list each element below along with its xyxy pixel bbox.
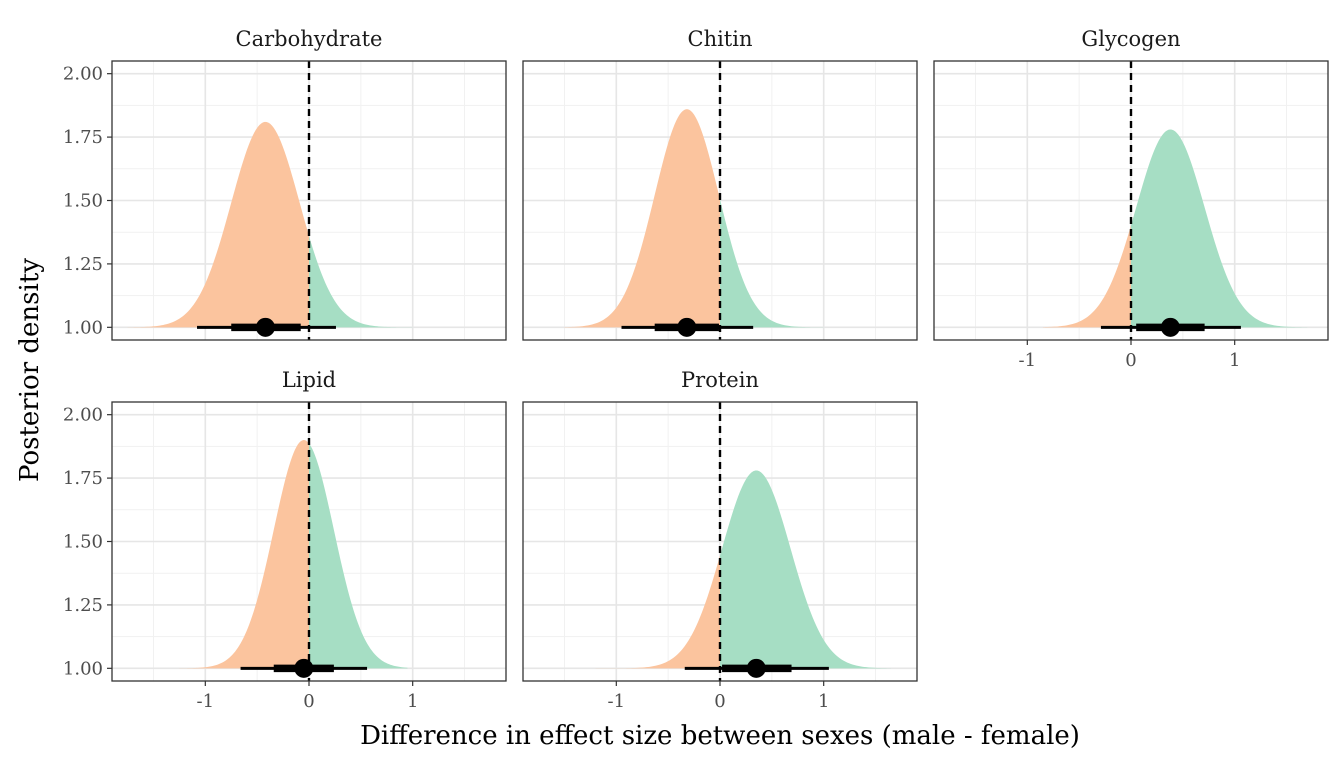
point-estimate [1160, 317, 1180, 337]
density-positive-area [720, 470, 892, 669]
x-tick-label: 1 [818, 691, 829, 712]
x-tick-label: 1 [407, 691, 418, 712]
point-estimate [255, 317, 275, 337]
panel-lipid: Lipid 1.00 1.25 1.50 1.75 2.00 -1 0 1 [63, 368, 507, 712]
density-positive-area [720, 199, 824, 328]
y-tick-label: 2.00 [63, 405, 103, 426]
strip-label-carbohydrate: Carbohydrate [236, 27, 383, 51]
y-tick-label: 1.50 [63, 191, 103, 212]
density-positive-area [309, 235, 413, 328]
y-tick-label: 1.50 [63, 532, 103, 553]
strip-label-protein: Protein [681, 368, 759, 392]
y-axis-title: Posterior density [15, 258, 45, 482]
panels: Carbohydrate 1.00 1.25 1.50 1.75 2.00 Chitin Gl… [63, 27, 1329, 712]
density-negative-area [564, 109, 720, 328]
density-negative-area [179, 440, 309, 669]
x-tick-label: 0 [714, 691, 725, 712]
y-tick-label: 1.25 [63, 595, 103, 616]
panel-carbohydrate: Carbohydrate 1.00 1.25 1.50 1.75 2.00 [63, 27, 507, 341]
density-negative-area [1042, 225, 1131, 328]
y-tick-label: 1.00 [63, 317, 103, 338]
x-tick-label: 0 [1125, 350, 1136, 371]
x-tick-label: -1 [1019, 350, 1037, 371]
panel-border [522, 60, 918, 341]
strip-label-lipid: Lipid [282, 368, 336, 392]
panel-chitin: Chitin [522, 27, 918, 341]
panel-glycogen: Glycogen -1 0 1 [933, 27, 1329, 371]
x-tick-label: -1 [197, 691, 215, 712]
point-estimate [677, 317, 697, 337]
y-tick-label: 1.25 [63, 254, 103, 275]
y-tick-label: 1.00 [63, 658, 103, 679]
x-tick-label: 0 [303, 691, 314, 712]
density-negative-area [127, 121, 309, 328]
density-positive-area [1131, 129, 1308, 328]
y-tick-label: 1.75 [63, 127, 103, 148]
x-axis-title: Difference in effect size between sexes … [360, 721, 1080, 751]
point-estimate [294, 658, 314, 678]
strip-label-glycogen: Glycogen [1081, 27, 1180, 51]
density-positive-area [309, 443, 408, 669]
strip-label-chitin: Chitin [688, 27, 753, 51]
x-tick-label: -1 [608, 691, 626, 712]
point-estimate [746, 658, 766, 678]
panel-protein: Protein -1 0 1 [522, 368, 918, 712]
y-tick-label: 1.75 [63, 468, 103, 489]
y-tick-label: 2.00 [63, 64, 103, 85]
density-negative-area [585, 555, 720, 669]
x-tick-label: 1 [1229, 350, 1240, 371]
